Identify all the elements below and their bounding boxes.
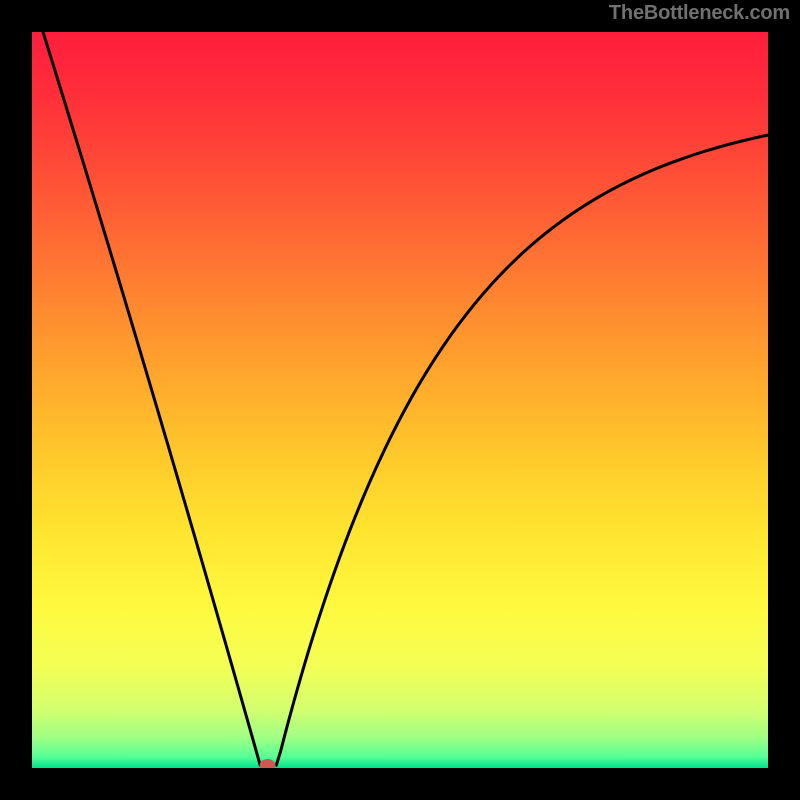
bottleneck-curve [32,32,768,768]
optimal-point-marker [260,759,276,768]
plot-area [32,32,768,768]
watermark-text: TheBottleneck.com [609,2,790,25]
